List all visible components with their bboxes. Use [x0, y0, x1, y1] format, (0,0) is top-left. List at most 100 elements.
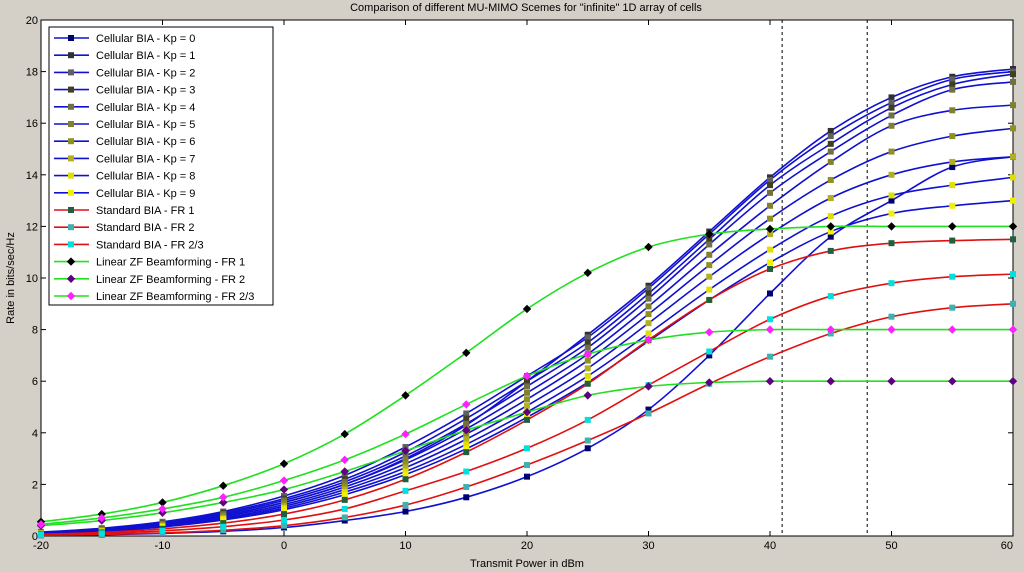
- x-tick-label: 0: [281, 540, 287, 552]
- legend-swatch-marker: [66, 274, 76, 284]
- data-point: [401, 391, 410, 400]
- data-point: [341, 491, 348, 498]
- chart-title: Comparison of different MU-MIMO Scemes f…: [350, 2, 702, 14]
- data-point: [706, 296, 713, 303]
- legend-swatch-marker: [66, 291, 76, 301]
- data-point: [949, 86, 956, 93]
- series-line-6: [40, 127, 1014, 534]
- dashed-reference-lines: [781, 20, 868, 536]
- data-point: [888, 171, 895, 178]
- data-point: [644, 335, 653, 345]
- data-point: [644, 242, 653, 252]
- data-point: [279, 459, 289, 468]
- data-point: [949, 76, 956, 83]
- data-point: [584, 416, 591, 423]
- data-point: [463, 494, 470, 501]
- data-point: [767, 259, 773, 266]
- y-tick-label: 10: [26, 273, 38, 285]
- data-point: [888, 148, 895, 155]
- data-point: [827, 158, 834, 165]
- y-tick-label: 20: [26, 15, 38, 27]
- series-line-13: [40, 225, 1013, 523]
- data-point: [1010, 174, 1016, 181]
- data-point: [767, 189, 773, 196]
- data-point: [584, 344, 591, 351]
- data-point: [827, 247, 834, 254]
- legend-swatch-marker: [68, 86, 74, 93]
- data-point: [949, 81, 956, 88]
- data-point: [706, 262, 713, 269]
- data-point: [645, 410, 652, 417]
- data-point: [826, 222, 835, 231]
- legend-label: Standard BIA - FR 2/3: [96, 239, 204, 251]
- data-point: [98, 530, 105, 537]
- y-tick-label: 16: [26, 118, 38, 130]
- x-tick-label: 50: [885, 540, 897, 552]
- y-tick-label: 2: [32, 479, 38, 491]
- data-point: [767, 353, 773, 360]
- data-point: [645, 320, 652, 327]
- data-point: [706, 348, 713, 355]
- data-point: [767, 290, 773, 297]
- data-point: [645, 285, 652, 292]
- x-tick-label: -10: [155, 540, 171, 552]
- series-line-15: [40, 328, 1013, 526]
- legend-label: Cellular BIA - Kp = 1: [96, 50, 195, 62]
- legend-label: Cellular BIA - Kp = 9: [96, 188, 195, 200]
- data-point: [949, 133, 956, 140]
- data-point: [402, 508, 409, 515]
- data-point: [705, 229, 714, 239]
- data-point: [949, 202, 956, 209]
- data-point: [38, 531, 44, 538]
- data-point: [1008, 376, 1018, 386]
- data-point: [948, 325, 957, 334]
- data-point: [706, 286, 713, 293]
- data-point: [279, 476, 289, 485]
- data-point: [402, 502, 409, 509]
- legend-label: Standard BIA - FR 1: [96, 205, 194, 217]
- data-point: [402, 476, 409, 483]
- data-point: [401, 446, 410, 456]
- data-point: [524, 416, 530, 423]
- data-point: [826, 376, 835, 386]
- data-point: [584, 365, 591, 372]
- data-point: [463, 415, 470, 422]
- data-point: [462, 348, 471, 358]
- x-tick-label: 10: [399, 540, 411, 552]
- data-point: [97, 513, 106, 523]
- x-tick-label: 60: [1001, 540, 1013, 552]
- data-point: [522, 371, 532, 381]
- data-point: [888, 192, 895, 199]
- data-point: [524, 462, 530, 469]
- data-point: [463, 410, 470, 417]
- data-point: [463, 468, 470, 475]
- y-tick-label: 18: [26, 67, 38, 79]
- data-point: [888, 240, 895, 247]
- data-point: [949, 164, 956, 171]
- data-point: [524, 402, 530, 409]
- data-point: [644, 382, 653, 391]
- data-point: [706, 251, 713, 258]
- data-point: [705, 327, 714, 337]
- data-point: [949, 182, 956, 189]
- data-point: [948, 222, 957, 231]
- data-point: [279, 485, 289, 494]
- data-point: [341, 496, 348, 503]
- data-point: [341, 514, 348, 521]
- data-point: [827, 195, 834, 202]
- data-point: [645, 295, 652, 302]
- data-point: [462, 426, 471, 435]
- data-point: [949, 273, 956, 280]
- y-tick-label: 6: [32, 376, 38, 388]
- data-point: [1010, 271, 1016, 278]
- data-point: [524, 389, 530, 396]
- data-point: [584, 437, 591, 444]
- data-point: [340, 455, 349, 465]
- data-point: [1008, 222, 1018, 231]
- legend-swatch-marker: [68, 69, 74, 76]
- data-point: [888, 280, 895, 287]
- legend-swatch-marker: [68, 35, 74, 41]
- data-point: [340, 467, 349, 476]
- data-point: [645, 311, 652, 318]
- data-point: [1010, 78, 1016, 85]
